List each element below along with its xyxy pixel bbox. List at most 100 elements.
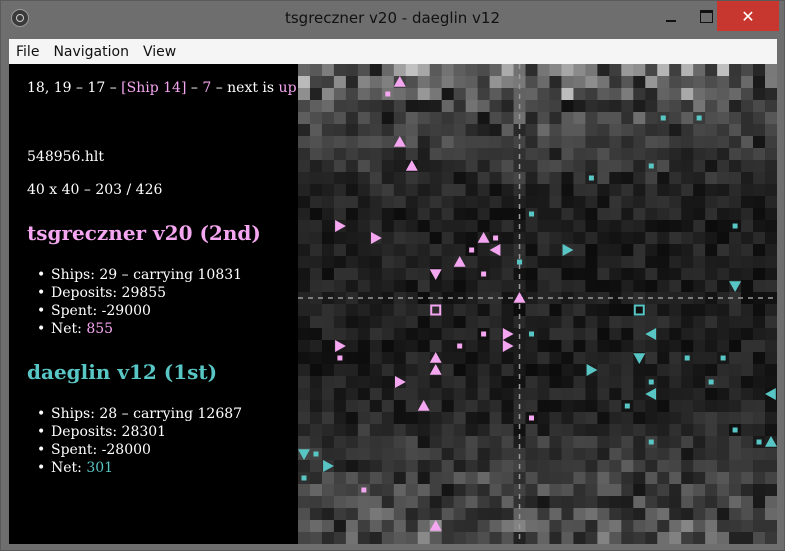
halite-cell xyxy=(549,196,562,209)
halite-cell xyxy=(561,208,574,221)
halite-cell xyxy=(357,388,371,401)
halite-cell xyxy=(729,364,742,377)
halite-cell xyxy=(525,88,538,101)
halite-cell xyxy=(645,304,658,317)
halite-cell xyxy=(441,376,454,389)
halite-cell xyxy=(645,76,658,89)
halite-cell xyxy=(441,316,454,329)
halite-cell xyxy=(561,340,574,353)
halite-cell xyxy=(393,364,407,377)
menu-view[interactable]: View xyxy=(142,43,177,60)
halite-cell xyxy=(417,268,431,281)
halite-cell xyxy=(657,64,670,77)
halite-cell xyxy=(657,124,670,137)
halite-cell xyxy=(417,364,431,377)
halite-cell xyxy=(309,508,323,521)
app-icon[interactable] xyxy=(11,9,29,27)
halite-cell xyxy=(453,268,466,281)
halite-cell xyxy=(669,532,682,544)
halite-cell xyxy=(657,232,670,245)
halite-cell xyxy=(321,484,335,497)
halite-cell xyxy=(585,304,598,317)
halite-cell xyxy=(561,76,574,89)
halite-cell xyxy=(333,112,347,125)
halite-cell xyxy=(369,124,383,137)
halite-cell xyxy=(441,460,454,473)
halite-cell xyxy=(693,196,706,209)
halite-cell xyxy=(657,364,670,377)
halite-cell xyxy=(765,304,777,317)
halite-cell xyxy=(321,232,335,245)
halite-cell xyxy=(441,268,454,281)
halite-cell xyxy=(381,220,395,233)
halite-cell xyxy=(477,400,490,413)
halite-cell xyxy=(621,232,634,245)
halite-cell xyxy=(657,136,670,149)
halite-cell xyxy=(729,76,742,89)
halite-cell xyxy=(465,256,478,269)
maximize-button[interactable] xyxy=(692,1,720,31)
halite-cell xyxy=(465,400,478,413)
halite-cell xyxy=(705,436,718,449)
halite-cell xyxy=(489,388,502,401)
halite-cell xyxy=(309,520,323,533)
halite-cell xyxy=(309,352,323,365)
player-1-heading: tsgreczner v20 (2nd) xyxy=(27,221,261,245)
halite-cell xyxy=(393,520,407,533)
halite-cell xyxy=(633,364,646,377)
game-board[interactable] xyxy=(298,64,777,544)
halite-cell xyxy=(453,112,466,125)
halite-cell xyxy=(585,424,598,437)
title-bar[interactable]: tsgreczner v20 - daeglin v12 ✕ xyxy=(1,1,784,39)
halite-cell xyxy=(741,460,754,473)
halite-cell xyxy=(345,316,359,329)
halite-cell xyxy=(681,220,694,233)
halite-cell xyxy=(597,400,610,413)
halite-cell xyxy=(309,532,323,544)
board-canvas[interactable] xyxy=(298,64,777,544)
halite-cell xyxy=(657,352,670,365)
halite-cell xyxy=(597,412,610,425)
minimize-button[interactable] xyxy=(650,1,692,31)
halite-cell xyxy=(345,508,359,521)
halite-cell xyxy=(573,364,586,377)
halite-cell xyxy=(669,220,682,233)
halite-cell xyxy=(489,316,502,329)
halite-cell xyxy=(525,316,538,329)
halite-cell xyxy=(609,352,622,365)
halite-cell xyxy=(537,280,550,293)
close-button[interactable]: ✕ xyxy=(717,1,779,31)
halite-cell xyxy=(717,388,730,401)
halite-cell xyxy=(633,148,646,161)
halite-cell xyxy=(429,496,442,509)
menu-file[interactable]: File xyxy=(16,43,40,60)
halite-cell xyxy=(693,172,706,185)
halite-cell xyxy=(585,160,598,173)
halite-cell xyxy=(345,484,359,497)
halite-cell xyxy=(369,484,383,497)
halite-cell xyxy=(705,316,718,329)
halite-cell xyxy=(441,508,454,521)
halite-cell xyxy=(477,472,490,485)
halite-cell xyxy=(453,520,466,533)
halite-cell xyxy=(645,220,658,233)
halite-cell xyxy=(405,64,419,77)
halite-cell xyxy=(621,328,634,341)
menu-navigation[interactable]: Navigation xyxy=(53,43,129,60)
halite-cell xyxy=(393,268,407,281)
halite-cell xyxy=(765,64,777,77)
halite-cell xyxy=(585,196,598,209)
halite-cell xyxy=(321,364,335,377)
halite-cell xyxy=(321,268,335,281)
halite-cell xyxy=(537,484,550,497)
halite-cell xyxy=(381,436,395,449)
ship-icon xyxy=(298,449,310,460)
halite-cell xyxy=(681,388,694,401)
halite-cell xyxy=(609,496,622,509)
halite-cell xyxy=(333,328,347,341)
halite-cell xyxy=(621,412,634,425)
halite-cell xyxy=(681,304,694,317)
halite-cell xyxy=(489,436,502,449)
halite-cell xyxy=(501,292,514,305)
halite-cell xyxy=(561,460,574,473)
